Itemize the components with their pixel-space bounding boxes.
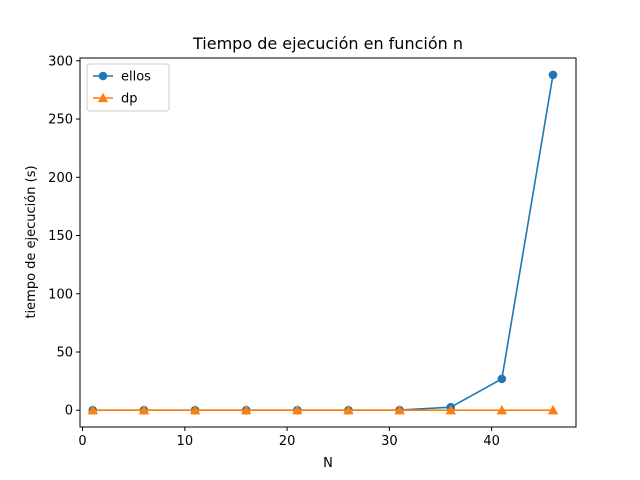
legend-marker-dp — [97, 92, 109, 103]
plot-area — [79, 57, 577, 428]
data-point-dp — [189, 405, 201, 415]
x-axis-label: N — [323, 456, 333, 471]
y-tick-label: 300 — [48, 54, 73, 69]
x-tick-label: 0 — [78, 434, 86, 449]
y-tick-label: 250 — [48, 113, 73, 128]
x-tick-label: 30 — [381, 434, 398, 449]
y-tick-label: 50 — [56, 345, 73, 360]
series-dp — [87, 405, 559, 415]
legend: ellos dp — [86, 63, 170, 112]
data-point-ellos — [497, 374, 507, 384]
chart-title: Tiempo de ejecución en función n — [192, 34, 463, 53]
data-point-dp — [445, 405, 456, 415]
x-tick-label: 40 — [483, 434, 500, 449]
plot-frame — [79, 57, 577, 428]
legend-label-dp: dp — [121, 92, 138, 107]
x-tick-label: 10 — [177, 434, 194, 449]
series-layer — [87, 70, 559, 415]
y-tick-label: 100 — [48, 287, 73, 302]
data-point-dp — [496, 405, 508, 415]
legend-label-ellos: ellos — [121, 70, 151, 85]
data-point-dp — [394, 405, 405, 415]
y-axis: 0 50 100 150 200 250 300 — [48, 54, 80, 419]
x-tick-label: 20 — [279, 434, 296, 449]
y-tick-label: 0 — [65, 404, 73, 419]
y-tick-label: 150 — [48, 229, 73, 244]
data-point-ellos — [548, 70, 558, 80]
y-axis-label: tiempo de ejecución (s) — [24, 165, 39, 318]
data-point-dp — [292, 405, 303, 415]
data-point-dp — [343, 405, 354, 415]
x-axis: 0 10 20 30 40 — [78, 427, 500, 449]
data-point-dp — [547, 405, 559, 415]
y-tick-label: 200 — [48, 171, 73, 186]
data-point-dp — [138, 405, 150, 415]
legend-marker-ellos — [98, 71, 108, 81]
data-point-dp — [87, 405, 98, 415]
data-point-dp — [240, 405, 252, 415]
